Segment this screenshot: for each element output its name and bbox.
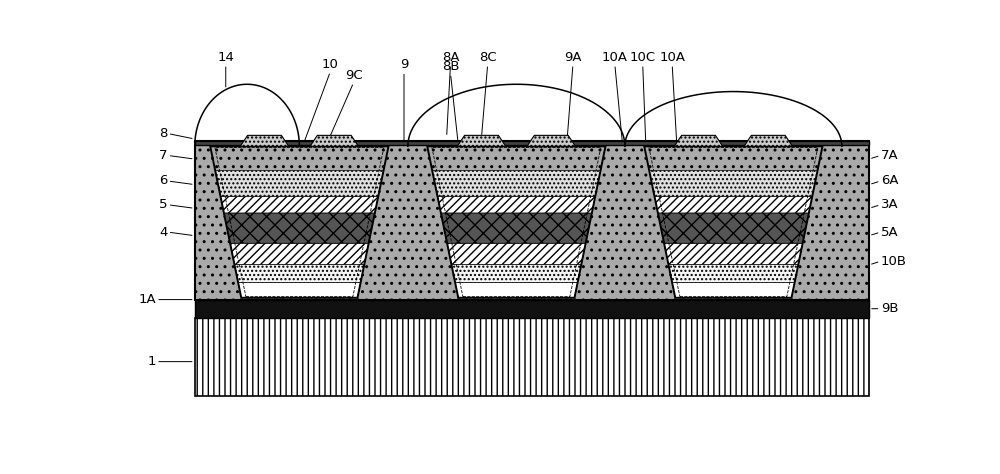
Polygon shape (432, 171, 601, 196)
Polygon shape (310, 136, 358, 146)
Polygon shape (527, 136, 575, 146)
Text: 10B: 10B (881, 255, 907, 268)
Text: 7A: 7A (881, 149, 898, 162)
Text: 9A: 9A (564, 51, 582, 64)
Polygon shape (234, 264, 364, 283)
Bar (195, 318, 869, 396)
Polygon shape (654, 196, 812, 213)
Polygon shape (649, 171, 818, 196)
Text: 3A: 3A (881, 198, 898, 211)
Polygon shape (668, 264, 798, 283)
Text: 5A: 5A (881, 226, 898, 238)
Polygon shape (437, 196, 595, 213)
Text: 1A: 1A (138, 293, 156, 306)
Polygon shape (451, 264, 581, 283)
Polygon shape (744, 136, 792, 146)
Text: 9C: 9C (345, 69, 362, 82)
Polygon shape (455, 283, 578, 298)
Polygon shape (240, 136, 289, 146)
Polygon shape (215, 171, 384, 196)
Polygon shape (672, 283, 795, 298)
Text: 7: 7 (159, 149, 168, 162)
Text: 8A: 8A (442, 51, 459, 64)
Bar (195, 141, 869, 145)
Text: 1: 1 (148, 355, 156, 368)
Text: 8C: 8C (479, 51, 497, 64)
Text: 9: 9 (400, 58, 408, 72)
Text: 10A: 10A (602, 51, 628, 64)
Polygon shape (220, 196, 378, 213)
Polygon shape (230, 243, 369, 264)
Polygon shape (447, 243, 586, 264)
Text: 9B: 9B (881, 302, 898, 315)
Text: 10: 10 (322, 58, 339, 72)
Polygon shape (664, 243, 803, 264)
Polygon shape (674, 136, 723, 146)
Text: 10A: 10A (659, 51, 685, 64)
Polygon shape (441, 213, 592, 243)
Text: 4: 4 (159, 226, 168, 238)
Bar (195, 300, 869, 318)
Polygon shape (658, 213, 809, 243)
Text: 10C: 10C (630, 51, 656, 64)
Bar (195, 141, 869, 300)
Text: 8B: 8B (442, 60, 459, 73)
Text: 6A: 6A (881, 174, 898, 188)
Text: 6: 6 (159, 174, 168, 188)
Polygon shape (457, 136, 506, 146)
Text: 14: 14 (217, 51, 234, 64)
Text: 8: 8 (159, 127, 168, 140)
Polygon shape (224, 213, 375, 243)
Text: 5: 5 (159, 198, 168, 211)
Polygon shape (238, 283, 361, 298)
